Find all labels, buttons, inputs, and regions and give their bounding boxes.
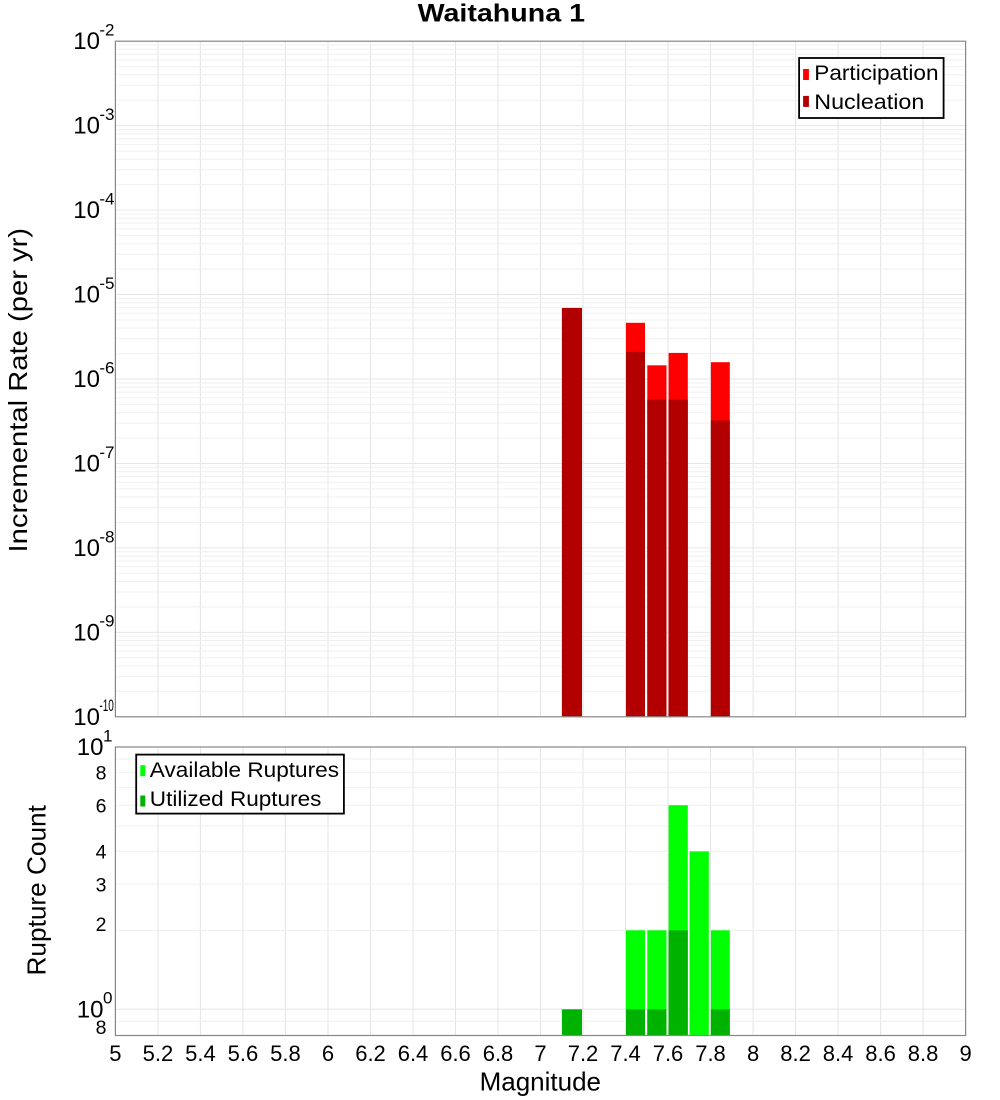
svg-text:10: 10 <box>73 704 100 731</box>
svg-text:10: 10 <box>73 535 100 562</box>
svg-text:6: 6 <box>96 795 107 817</box>
svg-text:10: 10 <box>77 996 104 1023</box>
svg-text:5: 5 <box>109 1041 121 1066</box>
svg-text:7: 7 <box>534 1041 546 1066</box>
svg-text:-8: -8 <box>99 527 114 546</box>
svg-text:Magnitude: Magnitude <box>480 1067 601 1097</box>
svg-text:-4: -4 <box>99 190 114 209</box>
svg-text:-5: -5 <box>99 274 114 293</box>
svg-text:9: 9 <box>959 1041 971 1066</box>
svg-text:-3: -3 <box>99 105 114 124</box>
svg-text:Waitahuna 1: Waitahuna 1 <box>418 0 585 28</box>
svg-text:10: 10 <box>73 366 100 393</box>
svg-text:6.6: 6.6 <box>440 1041 471 1066</box>
svg-text:6.2: 6.2 <box>355 1041 386 1066</box>
svg-text:7.8: 7.8 <box>695 1041 726 1066</box>
svg-text:10: 10 <box>73 197 100 224</box>
svg-text:Participation: Participation <box>814 62 938 85</box>
svg-text:Rupture Count: Rupture Count <box>22 804 52 975</box>
svg-text:10: 10 <box>77 734 104 761</box>
svg-text:3: 3 <box>96 874 107 896</box>
svg-text:0: 0 <box>103 989 112 1008</box>
svg-text:5.6: 5.6 <box>228 1041 259 1066</box>
svg-text:8: 8 <box>96 763 107 785</box>
svg-text:5.8: 5.8 <box>270 1041 301 1066</box>
svg-text:8: 8 <box>747 1041 759 1066</box>
svg-text:8.4: 8.4 <box>823 1041 854 1066</box>
svg-text:Incremental Rate (per yr): Incremental Rate (per yr) <box>3 228 33 553</box>
svg-text:6.4: 6.4 <box>398 1041 429 1066</box>
svg-text:5.2: 5.2 <box>143 1041 174 1066</box>
svg-text:Nucleation: Nucleation <box>814 91 924 114</box>
svg-text:10: 10 <box>73 450 100 477</box>
svg-text:10: 10 <box>73 619 100 646</box>
svg-text:8.6: 8.6 <box>865 1041 896 1066</box>
svg-text:-9: -9 <box>99 612 114 631</box>
svg-text:Utilized Ruptures: Utilized Ruptures <box>150 788 322 811</box>
svg-text:7.4: 7.4 <box>610 1041 641 1066</box>
svg-text:7.6: 7.6 <box>653 1041 684 1066</box>
svg-text:10: 10 <box>73 28 100 55</box>
svg-text:6: 6 <box>322 1041 334 1066</box>
svg-text:8.8: 8.8 <box>908 1041 939 1066</box>
svg-text:10: 10 <box>73 282 100 309</box>
svg-text:5.4: 5.4 <box>185 1041 216 1066</box>
svg-text:7.2: 7.2 <box>568 1041 599 1066</box>
svg-text:-2: -2 <box>99 21 114 40</box>
svg-text:1: 1 <box>103 726 112 745</box>
svg-text:2: 2 <box>96 914 107 936</box>
svg-text:-7: -7 <box>99 443 114 462</box>
svg-text:4: 4 <box>96 841 107 863</box>
svg-text:Available Ruptures: Available Ruptures <box>150 759 339 782</box>
svg-text:-10: -10 <box>99 696 114 715</box>
svg-text:6.8: 6.8 <box>483 1041 514 1066</box>
svg-text:8: 8 <box>96 1017 107 1039</box>
svg-text:-6: -6 <box>99 358 114 377</box>
svg-text:8.2: 8.2 <box>780 1041 811 1066</box>
svg-text:10: 10 <box>73 113 100 140</box>
